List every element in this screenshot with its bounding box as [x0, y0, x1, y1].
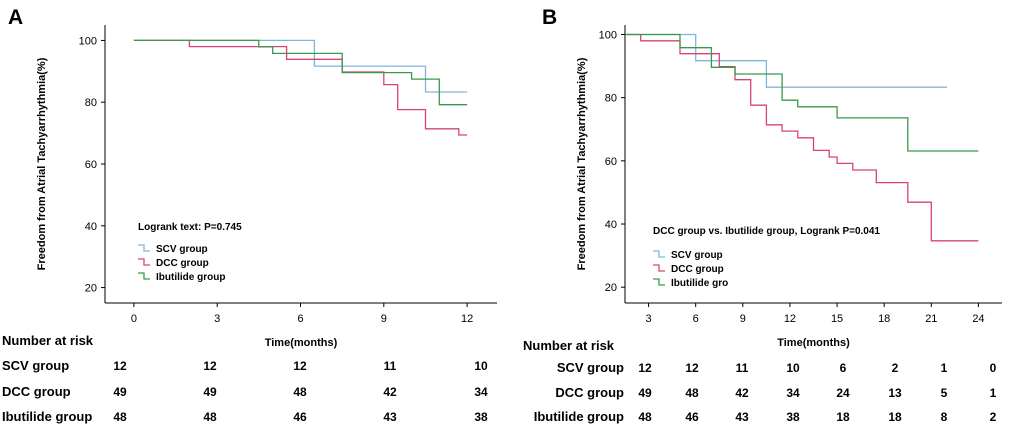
x-tick-label: 24: [972, 313, 984, 325]
risk-cell: 12: [203, 359, 217, 373]
risk-cell: 48: [293, 385, 307, 399]
y-tick-label: 40: [605, 219, 617, 231]
risk-cell: 8: [941, 410, 948, 424]
panel-label: B: [542, 6, 557, 29]
x-tick-label: 21: [925, 313, 937, 325]
risk-cell: 42: [383, 385, 397, 399]
risk-cell: 24: [836, 386, 850, 400]
risk-cell: 12: [113, 359, 127, 373]
x-tick-label: 9: [740, 313, 746, 325]
y-tick-label: 60: [605, 156, 617, 168]
x-tick-label: 18: [878, 313, 890, 325]
legend-marker: [138, 258, 150, 266]
risk-cell: 6: [840, 361, 847, 375]
risk-cell: 43: [735, 410, 749, 424]
risk-cell: 38: [474, 410, 488, 424]
risk-cell: 49: [638, 386, 652, 400]
risk-cell: 46: [293, 410, 307, 424]
risk-cell: 48: [203, 410, 217, 424]
risk-table-title: Number at risk: [523, 338, 615, 353]
x-tick-label: 0: [131, 313, 137, 325]
y-tick-label: 80: [85, 97, 97, 109]
x-tick-label: 6: [297, 313, 303, 325]
legend-label: DCC group: [671, 264, 724, 275]
x-axis-label: Time(months): [265, 337, 338, 349]
legend-marker: [653, 278, 665, 286]
risk-cell: 10: [474, 359, 488, 373]
legend-marker: [653, 250, 665, 258]
series-line-2: [133, 39, 468, 136]
risk-cell: 48: [113, 410, 127, 424]
risk-row-label: Ibutilide group: [2, 409, 92, 424]
y-tick-label: 100: [599, 29, 617, 41]
risk-cell: 13: [888, 386, 902, 400]
series-line-1: [133, 39, 468, 93]
legend-label: SCV group: [156, 244, 208, 255]
risk-cell: 11: [736, 361, 749, 375]
chart-panel-a: A 20 40 60 80 100 0 3 6 9 12 Freedom from Atrial Ta…: [2, 6, 497, 424]
risk-cell: 34: [786, 386, 800, 400]
legend-marker: [138, 272, 150, 280]
y-tick-label: 20: [85, 283, 97, 295]
x-axis-label: Time(months): [777, 337, 850, 349]
risk-cell: 10: [786, 361, 800, 375]
x-tick-label: 3: [214, 313, 220, 325]
risk-row-label: SCV group: [557, 360, 624, 375]
y-tick-label: 100: [79, 35, 97, 47]
legend-label: DCC group: [156, 258, 209, 269]
risk-cell: 18: [888, 410, 902, 424]
risk-cell: 11: [384, 359, 397, 373]
x-tick-label: 15: [831, 313, 843, 325]
y-tick-label: 80: [605, 93, 617, 105]
y-tick-label: 40: [85, 221, 97, 233]
risk-cell: 12: [685, 361, 699, 375]
x-tick-label: 6: [693, 313, 699, 325]
risk-cell: 43: [383, 410, 397, 424]
y-axis-label: Freedom from Atrial Tachyarrhythmia(%): [576, 57, 588, 270]
legend-label: Ibutilide gro: [671, 278, 728, 289]
x-tick-label: 12: [784, 313, 796, 325]
logrank-annotation: Logrank text: P=0.745: [138, 222, 242, 233]
risk-cell: 42: [735, 386, 749, 400]
risk-table-title: Number at risk: [2, 333, 94, 348]
risk-cell: 46: [685, 410, 699, 424]
risk-cell: 1: [941, 361, 948, 375]
legend-marker: [653, 264, 665, 272]
risk-cell: 2: [892, 361, 899, 375]
risk-row-label: DCC group: [2, 384, 71, 399]
risk-cell: 48: [685, 386, 699, 400]
panel-label: A: [8, 6, 23, 29]
x-tick-label: 12: [461, 313, 473, 325]
risk-cell: 49: [113, 385, 127, 399]
y-tick-label: 60: [85, 159, 97, 171]
risk-cell: 5: [941, 386, 948, 400]
logrank-annotation: DCC group vs. Ibutilide group, Logrank P…: [653, 226, 880, 237]
x-tick-label: 3: [646, 313, 652, 325]
risk-row-label: SCV group: [2, 358, 69, 373]
y-axis-label: Freedom from Atrial Tachyarrhythmia(%): [36, 57, 48, 270]
risk-row-label: Ibutilide group: [534, 409, 624, 424]
x-tick-label: 9: [381, 313, 387, 325]
risk-cell: 18: [836, 410, 850, 424]
risk-cell: 12: [293, 359, 307, 373]
series-line-3: [625, 33, 979, 152]
risk-row-label: DCC group: [555, 385, 624, 400]
risk-cell: 34: [474, 385, 488, 399]
risk-cell: 49: [203, 385, 217, 399]
risk-cell: 1: [990, 386, 997, 400]
legend-marker: [138, 244, 150, 252]
legend-label: Ibutilide group: [156, 272, 225, 283]
legend-label: SCV group: [671, 250, 723, 261]
risk-cell: 0: [990, 361, 997, 375]
risk-cell: 12: [638, 361, 652, 375]
risk-cell: 48: [638, 410, 652, 424]
series-line-3: [133, 39, 468, 106]
y-tick-label: 20: [605, 282, 617, 294]
series-line-2: [625, 33, 979, 242]
risk-cell: 2: [990, 410, 997, 424]
series-line-1: [625, 33, 947, 88]
risk-cell: 38: [786, 410, 800, 424]
